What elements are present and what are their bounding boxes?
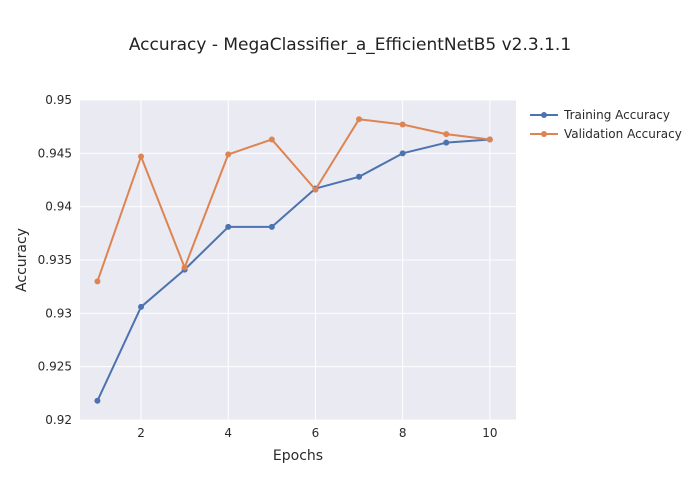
data-point-validation-accuracy[interactable] [138,153,145,160]
legend[interactable]: Training Accuracy Validation Accuracy [530,108,682,141]
y-tick-label: 0.925 [38,360,72,374]
series-validation-accuracy [94,116,493,285]
data-point-training-accuracy[interactable] [399,150,406,157]
chart-title: Accuracy - MegaClassifier_a_EfficientNet… [129,35,571,55]
series-line-training-accuracy [96,138,490,402]
data-point-validation-accuracy[interactable] [181,264,188,271]
data-point-training-accuracy[interactable] [268,223,275,230]
tick-labels: 0.92 0.925 0.93 0.935 0.94 0.945 0.95 2 4 6 8 10 [38,93,498,440]
data-point-training-accuracy[interactable] [443,139,450,146]
x-tick-label: 2 [137,426,145,440]
y-axis-title: Accuracy [14,228,30,292]
data-point-validation-accuracy[interactable] [225,151,232,158]
data-point-validation-accuracy[interactable] [399,121,406,128]
legend-swatch-marker [541,131,547,137]
legend-label: Training Accuracy [563,108,670,122]
legend-item-validation-accuracy[interactable]: Validation Accuracy [530,127,682,141]
series-layer [94,116,493,404]
data-point-validation-accuracy[interactable] [94,278,101,285]
data-point-training-accuracy[interactable] [225,223,232,230]
data-point-validation-accuracy[interactable] [312,186,319,193]
x-tick-label: 8 [399,426,407,440]
x-tick-label: 10 [482,426,497,440]
data-point-training-accuracy[interactable] [356,173,363,180]
data-point-training-accuracy[interactable] [138,303,145,310]
y-tick-label: 0.93 [45,306,72,320]
data-point-validation-accuracy[interactable] [356,116,363,123]
legend-item-training-accuracy[interactable]: Training Accuracy [530,108,670,122]
series-line-validation-accuracy [96,118,490,282]
data-point-validation-accuracy[interactable] [268,136,275,143]
grid [80,99,516,421]
data-point-validation-accuracy[interactable] [443,131,450,138]
y-tick-label: 0.94 [45,200,72,214]
x-tick-label: 4 [224,426,232,440]
x-tick-label: 6 [312,426,320,440]
y-tick-label: 0.92 [45,413,72,427]
y-tick-label: 0.95 [45,93,72,107]
y-tick-label: 0.935 [38,253,72,267]
data-point-training-accuracy[interactable] [94,397,101,404]
data-point-validation-accuracy[interactable] [486,136,493,143]
legend-swatch-marker [541,112,547,118]
x-axis-title: Epochs [273,448,323,464]
legend-label: Validation Accuracy [564,127,682,141]
y-tick-label: 0.945 [38,146,72,160]
